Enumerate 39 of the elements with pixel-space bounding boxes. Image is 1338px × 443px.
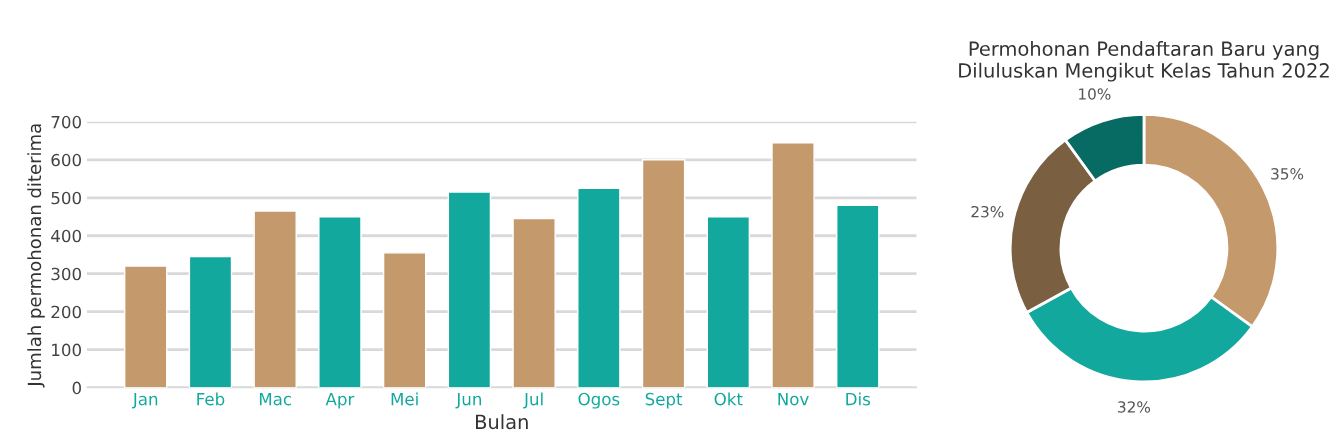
x-tick-label: Jun: [455, 393, 481, 409]
y-tick-label: 100: [52, 343, 81, 357]
y-tick-label: 300: [51, 267, 81, 281]
y-tick-label: 500: [51, 191, 81, 205]
chart-title: Permohonan Pendaftaran Baru yang Diluluskan Mengikut Kelas Tahun 2022: [959, 41, 1329, 82]
x-tick-label: Ogos: [578, 392, 620, 409]
bar: [253, 210, 297, 388]
y-tick-label: 0: [72, 381, 81, 395]
bar: [512, 217, 556, 388]
x-tick-label: Jul: [523, 392, 543, 409]
x-tick-label: Apr: [325, 393, 355, 409]
bar: [836, 204, 880, 388]
x-tick-label: Dis: [846, 392, 871, 406]
x-tick-label: Mei: [391, 392, 418, 406]
bar: [771, 142, 815, 388]
bar: [447, 191, 492, 388]
data-label: 32%: [1118, 401, 1151, 413]
x-tick-label: Mac: [259, 393, 292, 406]
bar: [318, 216, 362, 388]
bar: [706, 216, 751, 388]
data-label: 35%: [1271, 168, 1304, 180]
x-tick-label: Sept: [645, 392, 683, 409]
x-tick-label: Feb: [197, 392, 225, 406]
bar: [577, 187, 621, 388]
y-tick-label: 700: [51, 115, 81, 129]
bar: [188, 255, 233, 388]
x-tick-label: Okt: [714, 392, 743, 406]
x-axis-title: Bulan: [476, 414, 528, 430]
y-tick-label: 400: [51, 229, 81, 243]
y-tick-label: 200: [51, 305, 81, 319]
bar: [382, 252, 427, 388]
bar: [641, 159, 686, 388]
y-tick-label: 600: [51, 153, 81, 167]
bar: [123, 265, 168, 388]
data-label: 23%: [971, 205, 1004, 218]
x-tick-label: Jan: [132, 393, 158, 409]
data-label: 10%: [1079, 88, 1111, 100]
y-axis-title: Jumlah permohonan diterima: [27, 124, 45, 388]
x-tick-label: Nov: [778, 393, 809, 406]
